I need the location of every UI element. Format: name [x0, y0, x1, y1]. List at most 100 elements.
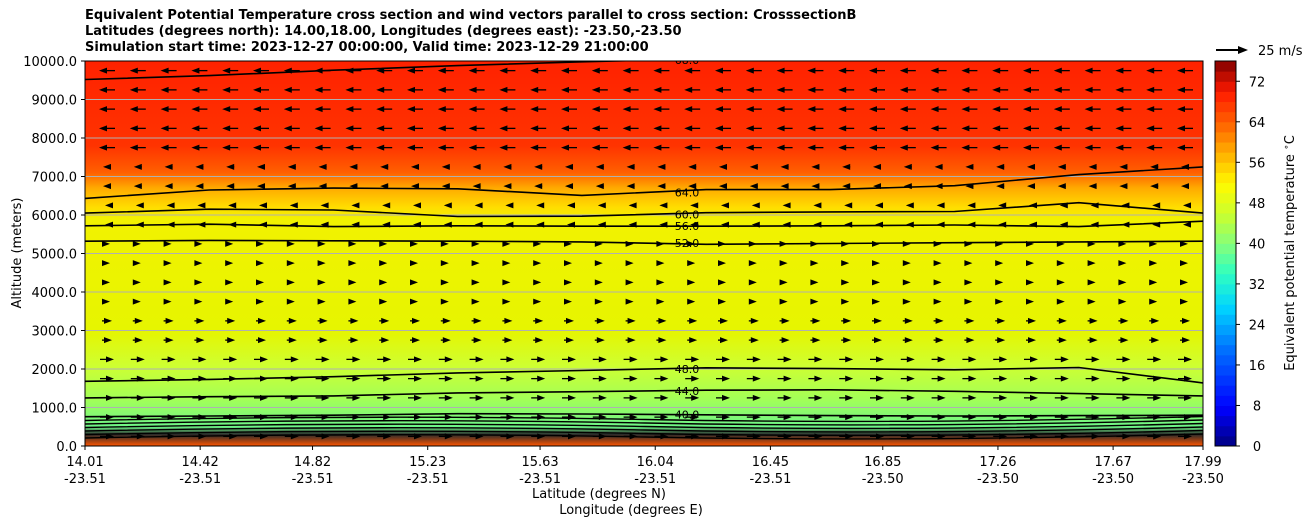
wind-arrow-head — [499, 144, 508, 151]
wind-arrow-head — [129, 86, 138, 93]
wind-arrow-head — [1177, 86, 1185, 93]
x-tick-label-longitude: -23.51 — [749, 472, 791, 487]
wind-arrow-head — [475, 394, 484, 401]
wind-arrow-head — [1146, 86, 1155, 93]
wind-arrow-head — [718, 298, 726, 305]
wind-arrow-head — [684, 144, 693, 151]
wind-arrow-head — [1053, 144, 1062, 151]
wind-arrow-head — [134, 337, 143, 344]
x-tick-label-longitude: -23.51 — [634, 472, 676, 487]
wind-arrow-head — [530, 144, 539, 151]
colorbar-tick-label: 40 — [1249, 237, 1266, 252]
x-tick-label-longitude: -23.51 — [179, 472, 221, 487]
wind-arrow-head — [874, 317, 882, 324]
wind-arrow-head — [1057, 163, 1066, 170]
wind-arrow-head — [1153, 356, 1162, 363]
wind-arrow-head — [657, 183, 666, 190]
wind-arrow-head — [930, 67, 939, 74]
wind-arrow-head — [132, 260, 141, 267]
wind-arrow-head — [536, 202, 545, 209]
wind-arrow-head — [935, 337, 944, 344]
x-tick-label-latitude: 16.45 — [752, 455, 789, 470]
wind-arrow-head — [1119, 183, 1128, 190]
colorbar-bin — [1215, 334, 1236, 346]
colorbar-bin — [1215, 344, 1236, 356]
wind-arrow-head — [167, 356, 176, 363]
wind-arrow-head — [899, 125, 908, 132]
wind-arrow-head — [506, 375, 515, 382]
colorbar-bin — [1215, 354, 1236, 366]
wind-arrow-head — [930, 125, 939, 132]
wind-arrow-head — [838, 86, 847, 93]
wind-arrow-head — [656, 298, 665, 305]
wind-arrow-head — [656, 279, 665, 286]
contour-line-40 — [85, 412, 1203, 418]
wind-arrow-head — [814, 356, 823, 363]
wind-arrow-head — [591, 67, 600, 74]
wind-arrow-head — [535, 337, 544, 344]
wind-arrow-head — [1182, 337, 1190, 344]
wind-arrow-head — [597, 202, 606, 209]
wind-arrow-head — [194, 260, 203, 267]
wind-arrow-head — [287, 163, 296, 170]
contour-label: 48.0 — [675, 363, 700, 376]
wind-arrow-head — [591, 86, 600, 93]
wind-arrow-head — [992, 67, 1001, 74]
wind-arrow-head — [995, 260, 1004, 267]
wind-arrow-head — [1146, 67, 1155, 74]
wind-arrow-head — [838, 144, 847, 151]
wind-arrow-head — [995, 279, 1004, 286]
wind-arrow-head — [842, 183, 851, 190]
wind-arrow-head — [749, 163, 758, 170]
wind-arrow-head — [1023, 86, 1031, 93]
wind-arrow-head — [625, 260, 634, 267]
wind-arrow-head — [352, 394, 361, 401]
wind-arrow-head — [961, 125, 970, 132]
wind-arrow-head — [566, 317, 574, 324]
wind-arrow-head — [160, 86, 169, 93]
wind-arrow-head — [899, 67, 908, 74]
wind-arrow-head — [1030, 356, 1038, 363]
wind-arrow-head — [135, 202, 144, 209]
wind-arrow-head — [253, 125, 261, 132]
wind-arrow-head — [226, 183, 235, 190]
wind-arrow-head — [687, 298, 696, 305]
wind-arrow-head — [812, 317, 821, 324]
surface-contour-line — [85, 415, 1203, 423]
wind-arrow-head — [843, 317, 852, 324]
wind-arrow-head — [407, 67, 415, 74]
colorbar-bin — [1215, 324, 1236, 336]
wind-arrow-head — [163, 279, 172, 286]
wind-arrow-head — [530, 67, 539, 74]
wind-arrow-head — [595, 183, 604, 190]
wind-arrow-head — [1122, 356, 1131, 363]
wind-arrow-head — [283, 144, 292, 151]
wind-arrow-head — [99, 86, 107, 93]
wind-arrow-head — [780, 183, 789, 190]
wind-arrow-head — [1146, 125, 1155, 132]
wind-arrow-head — [658, 337, 667, 344]
x-tick-label-longitude: -23.51 — [519, 472, 561, 487]
wind-arrow-head — [1030, 375, 1038, 382]
wind-arrow-head — [471, 260, 480, 267]
wind-arrow-head — [1053, 86, 1062, 93]
wind-arrow-head — [499, 125, 508, 132]
wind-arrow-head — [876, 394, 884, 401]
wind-arrow-head — [1056, 298, 1065, 305]
wind-arrow-head — [748, 279, 757, 286]
wind-arrow-head — [102, 298, 110, 305]
wind-arrow-head — [776, 125, 785, 132]
wind-arrow-head — [257, 183, 265, 190]
wind-arrow-head — [1084, 67, 1093, 74]
wind-arrow-head — [843, 337, 852, 344]
wind-arrow-head — [534, 183, 543, 190]
wind-arrow-head — [749, 183, 758, 190]
wind-arrow-head — [933, 298, 942, 305]
wind-arrow-head — [191, 86, 200, 93]
wind-arrow-head — [102, 260, 110, 267]
wind-reference-label: 25 m/s — [1258, 44, 1303, 59]
wind-arrow-head — [660, 414, 669, 421]
x-tick-label-longitude: -23.50 — [862, 472, 904, 487]
wind-arrow-head — [225, 298, 234, 305]
